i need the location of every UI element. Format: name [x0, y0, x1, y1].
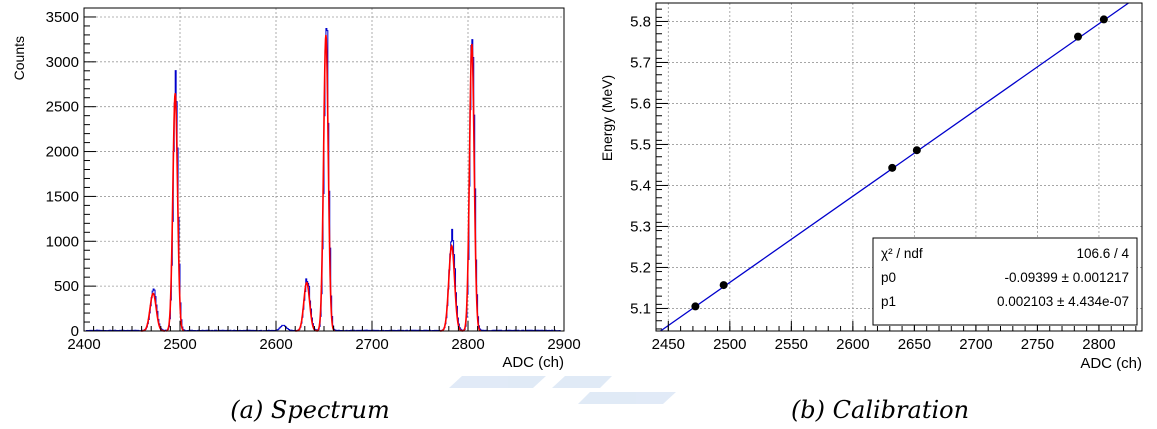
spectrum-y-tick-label: 3000	[46, 54, 79, 71]
calibration-x-tick-label: 2650	[898, 336, 931, 353]
calibration-x-tick-label: 2450	[652, 336, 685, 353]
fit-stats-frame	[872, 237, 1138, 326]
calibration-x-tick-label: 2550	[775, 336, 808, 353]
calibration-y-tick-label: 5.8	[630, 13, 651, 30]
spectrum-y-tick-label: 2500	[46, 99, 79, 116]
spectrum-chart: 2400 2500 2600 2700 2800 2900 0 500 1000 1500 2000…	[11, 7, 581, 424]
calibration-x-tick-label: 2700	[959, 336, 992, 353]
calibration-x-tick-label: 2500	[713, 336, 746, 353]
fit-stats-label: χ² / ndf	[881, 246, 923, 261]
spectrum-y-tick-label: 3500	[46, 9, 79, 26]
calibration-x-tick-label: 2750	[1021, 336, 1054, 353]
calibration-data-point	[691, 302, 700, 311]
fit-stats-value: 0.002103 ± 4.434e-07	[997, 294, 1129, 309]
spectrum-x-tick-label: 2900	[547, 336, 580, 353]
calibration-data-point	[1099, 15, 1108, 24]
calibration-chart: 2450 2500 2550 2600 2650 2700 2750 2800 5.1 5.2 5.…	[599, 2, 1143, 424]
calibration-data-point	[888, 163, 897, 172]
fit-stats-label: p1	[881, 294, 896, 309]
watermark-shape	[449, 376, 676, 404]
calibration-y-tick-label: 5.1	[630, 300, 651, 317]
spectrum-axis-ticks: 2400 2500 2600 2700 2800 2900 0 500 1000 1500 2000…	[46, 7, 581, 353]
spectrum-y-tick-label: 1000	[46, 233, 79, 250]
calibration-y-tick-label: 5.2	[630, 259, 651, 276]
calibration-x-tick-label: 2600	[836, 336, 869, 353]
calibration-x-tick-label: 2800	[1082, 336, 1115, 353]
fit-stats-label: p0	[881, 270, 896, 285]
spectrum-y-axis-label: Counts	[11, 36, 27, 80]
spectrum-x-tick-label: 2800	[451, 336, 484, 353]
calibration-y-tick-label: 5.6	[630, 95, 651, 112]
spectrum-caption: (a) Spectrum	[230, 396, 389, 424]
calibration-y-axis-label: Energy (MeV)	[599, 75, 615, 161]
calibration-caption: (b) Calibration	[791, 396, 969, 424]
spectrum-y-tick-label: 0	[71, 323, 79, 340]
calibration-axis-ticks: 2450 2500 2550 2600 2650 2700 2750 2800 5.1 5.2 5.…	[630, 8, 1137, 353]
spectrum-x-tick-label: 2700	[355, 336, 388, 353]
fit-stats-box: χ² / ndf 106.6 / 4 p0 -0.09399 ± 0.001217 p1…	[872, 237, 1138, 326]
calibration-data-point	[719, 281, 728, 290]
spectrum-y-tick-label: 2000	[46, 144, 79, 161]
spectrum-x-axis-label: ADC (ch)	[502, 354, 564, 371]
calibration-data-point	[912, 146, 921, 155]
spectrum-y-tick-label: 500	[54, 278, 79, 295]
calibration-data-point	[1074, 32, 1083, 41]
spectrum-x-tick-label: 2600	[259, 336, 292, 353]
fit-stats-value: 106.6 / 4	[1076, 246, 1129, 261]
fit-stats-value: -0.09399 ± 0.001217	[1004, 270, 1129, 285]
spectrum-fit-line	[140, 34, 481, 332]
calibration-y-tick-label: 5.5	[630, 136, 651, 153]
calibration-plot-frame	[655, 2, 1143, 332]
calibration-y-tick-label: 5.3	[630, 218, 651, 235]
spectrum-y-tick-label: 1500	[46, 188, 79, 205]
spectrum-x-tick-label: 2400	[67, 336, 100, 353]
calibration-y-tick-label: 5.4	[630, 177, 651, 194]
calibration-y-tick-label: 5.7	[630, 54, 651, 71]
calibration-x-axis-label: ADC (ch)	[1080, 355, 1142, 372]
spectrum-x-tick-label: 2500	[163, 336, 196, 353]
calibration-points	[691, 15, 1108, 311]
